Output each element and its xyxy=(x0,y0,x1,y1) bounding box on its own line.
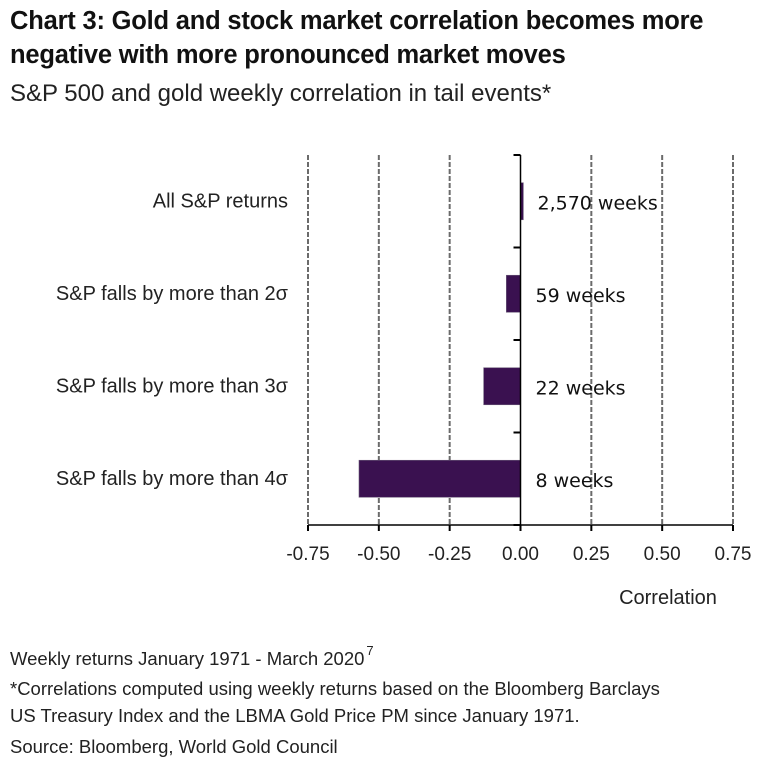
data-label: 59 weeks xyxy=(536,285,626,307)
bar xyxy=(483,367,521,406)
x-tick-labels: -0.75 -0.50 -0.25 0.00 0.25 0.50 0.75 xyxy=(286,544,751,565)
bar xyxy=(506,274,521,313)
data-label: 22 weeks xyxy=(536,377,626,399)
x-tick-label: -0.25 xyxy=(428,544,471,565)
x-tick-label: 0.25 xyxy=(573,544,610,565)
axes xyxy=(307,154,734,531)
footnote-period: Weekly returns January 1971 - March 2020… xyxy=(10,638,374,672)
footnote-note-line2: US Treasury Index and the LBMA Gold Pric… xyxy=(10,705,580,726)
category-label: S&P falls by more than 4σ xyxy=(56,468,289,490)
footnote-note-line1: *Correlations computed using weekly retu… xyxy=(10,678,660,699)
x-tick-label: 0.00 xyxy=(502,544,539,565)
category-label: S&P falls by more than 2σ xyxy=(56,283,289,305)
footnote-ref: 7 xyxy=(366,643,374,658)
bar xyxy=(358,459,521,498)
x-axis-title: Correlation xyxy=(619,587,717,609)
category-label: All S&P returns xyxy=(153,190,288,212)
bar-chart: All S&P returns S&P falls by more than 2σ… xyxy=(56,154,751,609)
source-note: Source: Bloomberg, World Gold Council xyxy=(10,736,338,757)
category-labels: All S&P returns S&P falls by more than 2σ… xyxy=(56,190,289,490)
chart-title: Chart 3: Gold and stock market correlati… xyxy=(10,7,704,69)
category-label: S&P falls by more than 3σ xyxy=(56,375,289,397)
data-labels: 2,570 weeks 59 weeks 22 weeks 8 weeks xyxy=(536,192,658,492)
x-tick-label: 0.50 xyxy=(644,544,681,565)
data-label: 2,570 weeks xyxy=(538,192,658,214)
x-tick-label: -0.75 xyxy=(286,544,329,565)
bars xyxy=(358,182,524,498)
period-text: Weekly returns January 1971 - March 2020 xyxy=(10,648,365,669)
data-label: 8 weeks xyxy=(536,470,614,492)
x-tick-label: -0.50 xyxy=(357,544,400,565)
x-tick-label: 0.75 xyxy=(715,544,752,565)
chart-subtitle: S&P 500 and gold weekly correlation in t… xyxy=(10,80,552,107)
